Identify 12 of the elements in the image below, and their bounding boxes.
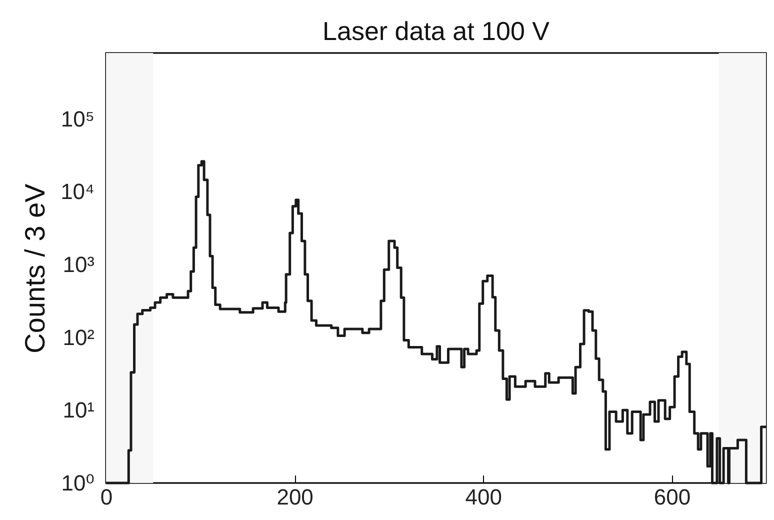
y-axis-title: Counts / 3 eV [20,183,51,354]
y-tick-label: 10⁰ [61,470,95,496]
x-tick-label: 400 [465,484,502,510]
x-tick-label: 200 [276,484,314,510]
y-tick-label: 10³ [62,252,94,277]
x-tick-label: 0 [100,484,113,510]
y-tick-label: 10² [62,324,94,350]
chart-title: Laser data at 100 V [322,16,550,46]
y-tick-label: 10⁴ [60,179,94,204]
x-tick-label: 600 [654,484,691,510]
y-tick-label: 10¹ [62,398,94,423]
y-tick-label: 10⁵ [60,106,94,132]
